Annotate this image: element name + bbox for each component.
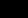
Text: 118
INT. PA: 118 INT. PA	[0, 9, 28, 18]
Text: 102: 102	[0, 14, 24, 18]
Bar	[8, 14, 9, 15]
Text: NAW: NAW	[0, 0, 10, 12]
Text: ACW: ACW	[17, 0, 28, 4]
Text: CONTROL DATA: CONTROL DATA	[0, 0, 28, 4]
Text: DIGITAL
PROCESSOR: DIGITAL PROCESSOR	[0, 0, 28, 18]
Bar	[12, 4, 14, 5]
Bar	[10, 8, 12, 9]
Text: 130: 130	[0, 5, 11, 18]
Bar	[13, 7, 15, 10]
Text: V: V	[19, 0, 28, 16]
Text: 111: 111	[0, 10, 27, 18]
Text: PM PATH: PM PATH	[0, 10, 28, 18]
Bar	[11, 3, 17, 6]
Text: 104: 104	[20, 4, 28, 18]
Text: DCO GAIN
NORMALIZATION: DCO GAIN NORMALIZATION	[0, 0, 28, 18]
Text: IPA GAIN
NORMALIZATION: IPA GAIN NORMALIZATION	[0, 0, 28, 18]
Text: AM-AM
DIGITAL
PREDISTORT: AM-AM DIGITAL PREDISTORT	[0, 0, 28, 18]
Text: OTW: OTW	[0, 0, 28, 8]
Text: 114: 114	[0, 10, 28, 18]
Text: SAMPLING UNIT: SAMPLING UNIT	[0, 7, 28, 18]
Bar	[14, 4, 16, 5]
Bar	[8, 3, 9, 13]
Bar	[13, 15, 15, 16]
Text: 106
POWER
AMP: 106 POWER AMP	[0, 10, 28, 18]
Text: AM-PM
DIGITAL
PREDISTORT: AM-PM DIGITAL PREDISTORT	[0, 0, 28, 18]
Text: 136: 136	[0, 15, 28, 18]
Text: NTW: NTW	[0, 2, 10, 15]
Bar	[10, 3, 20, 13]
Bar	[11, 7, 17, 10]
Text: 100: 100	[20, 3, 28, 18]
Text: 140: 140	[0, 16, 24, 18]
Text: 138: 138	[0, 16, 28, 18]
Text: FIXED: FIXED	[19, 1, 28, 14]
Bar	[12, 13, 13, 15]
Text: ADC: ADC	[0, 7, 28, 18]
Text: 112: 112	[12, 7, 28, 18]
Text: SIGNAL
EVALUATOR: SIGNAL EVALUATOR	[0, 0, 28, 18]
Text: 134: 134	[0, 15, 28, 18]
Text: FEEDBACK
CONTROL UNIT: FEEDBACK CONTROL UNIT	[0, 0, 28, 18]
Bar	[14, 13, 17, 15]
Bar	[19, 7, 21, 10]
Text: 122: 122	[0, 6, 28, 18]
Text: AM PATH: AM PATH	[0, 6, 28, 18]
Text: 108: 108	[21, 0, 28, 17]
Text: 110: 110	[20, 5, 28, 18]
Bar	[11, 13, 17, 15]
Text: 116
DCO: 116 DCO	[0, 9, 28, 18]
Text: 124: 124	[0, 6, 28, 18]
